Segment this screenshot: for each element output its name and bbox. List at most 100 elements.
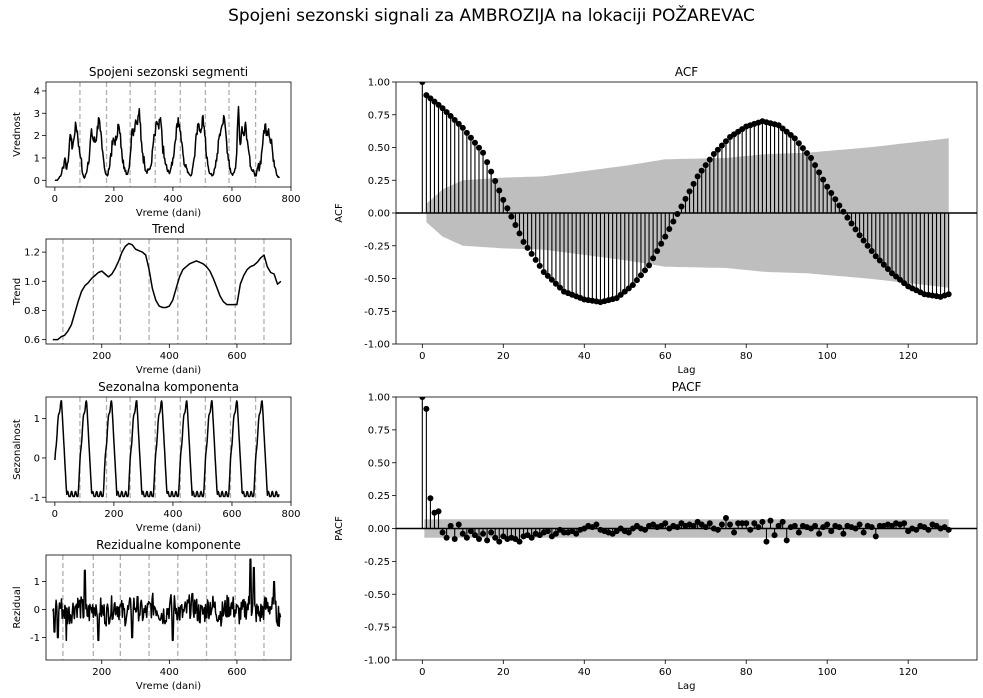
y-tick-label: 4 bbox=[34, 86, 40, 97]
acf-point bbox=[455, 120, 462, 127]
acf-point bbox=[504, 205, 511, 212]
pacf-point bbox=[872, 533, 879, 540]
y-axis-label: Rezidual bbox=[12, 586, 23, 628]
acf-point bbox=[642, 267, 648, 274]
acf-point bbox=[694, 173, 701, 180]
acf-point bbox=[467, 134, 474, 141]
pacf-point bbox=[706, 520, 713, 527]
pacf-point bbox=[945, 526, 952, 533]
y-axis-label: Sezonalnost bbox=[12, 419, 23, 480]
x-tick-label: 600 bbox=[222, 509, 241, 520]
y-tick-label: -0.25 bbox=[364, 557, 390, 568]
y-tick-label: 1.0 bbox=[24, 277, 40, 288]
acf-point bbox=[646, 262, 653, 269]
pacf-point bbox=[573, 530, 580, 537]
acf-point bbox=[791, 135, 798, 142]
x-tick-label: 120 bbox=[899, 351, 918, 362]
axes-frame bbox=[45, 554, 292, 661]
y-tick-label: 0 bbox=[34, 176, 40, 187]
x-tick-label: 0 bbox=[52, 509, 58, 520]
plot-area bbox=[52, 239, 282, 344]
y-tick-label: 0.50 bbox=[368, 458, 390, 469]
axes-frame bbox=[45, 81, 292, 188]
pacf-point bbox=[901, 520, 908, 527]
x-tick-label: 600 bbox=[227, 667, 246, 678]
x-axis-label: Vreme (dani) bbox=[136, 681, 201, 692]
acf-point bbox=[532, 256, 539, 263]
x-axis-label: Vreme (dani) bbox=[136, 365, 201, 376]
subplot-title: Trend bbox=[151, 222, 185, 236]
pacf-point bbox=[718, 521, 725, 528]
pacf-point bbox=[828, 528, 835, 535]
y-tick-label: 0.00 bbox=[368, 524, 390, 535]
acf-point bbox=[439, 105, 446, 112]
subplot-pacf: 0 20 40 60 80 100 120 -1.00 -0.75 -0.50 -0.25 0.00 0… bbox=[334, 380, 978, 692]
y-tick-label: 1 bbox=[34, 153, 40, 164]
acf-point bbox=[625, 285, 632, 292]
figure-title: Spojeni sezonski signali za AMBROZIJA na… bbox=[228, 6, 755, 26]
acf-point bbox=[864, 242, 871, 249]
pacf-point bbox=[824, 521, 831, 528]
acf-point bbox=[799, 145, 806, 152]
acf-point bbox=[808, 154, 814, 161]
pacf-point bbox=[751, 520, 758, 527]
pacf-point bbox=[625, 529, 632, 536]
acf-point bbox=[471, 139, 478, 146]
pacf-point bbox=[771, 532, 778, 539]
pacf-point bbox=[836, 524, 843, 531]
acf-point bbox=[463, 129, 470, 136]
pacf-point bbox=[925, 526, 932, 533]
acf-point bbox=[492, 178, 499, 185]
acf-point bbox=[427, 95, 434, 102]
y-tick-label: 1.00 bbox=[368, 393, 390, 404]
acf-point bbox=[783, 128, 790, 135]
acf-point bbox=[662, 233, 669, 240]
y-tick-label: 0.50 bbox=[368, 143, 390, 154]
x-tick-label: 800 bbox=[281, 509, 300, 520]
acf-point bbox=[710, 151, 717, 158]
pacf-point bbox=[419, 397, 426, 400]
acf-point bbox=[666, 226, 673, 233]
x-axis-label: Lag bbox=[677, 681, 695, 692]
pacf-point bbox=[759, 518, 766, 525]
x-tick-label: 400 bbox=[163, 194, 182, 205]
x-tick-label: 80 bbox=[740, 667, 753, 678]
y-tick-label: 0.25 bbox=[368, 491, 390, 502]
y-tick-label: 0.75 bbox=[368, 425, 390, 436]
y-tick-label: 0.25 bbox=[368, 176, 390, 187]
pacf-point bbox=[856, 521, 863, 528]
pacf-point bbox=[492, 534, 499, 541]
y-tick-label: 3 bbox=[34, 109, 40, 120]
pacf-point bbox=[471, 532, 478, 539]
subplot-rezidualne-komponente: 200 400 600 -1 0 1 Rezidualne komponente Vreme … bbox=[12, 538, 292, 692]
y-tick-label: -1 bbox=[30, 633, 40, 644]
y-tick-label: 2 bbox=[34, 131, 40, 142]
acf-point bbox=[787, 132, 794, 139]
acf-point bbox=[496, 187, 503, 194]
pacf-point bbox=[816, 530, 823, 537]
pacf-point bbox=[812, 522, 819, 529]
acf-point bbox=[459, 124, 466, 131]
x-tick-label: 60 bbox=[659, 351, 672, 362]
y-tick-label: 1 bbox=[34, 414, 40, 425]
x-tick-label: 120 bbox=[899, 667, 918, 678]
x-tick-label: 200 bbox=[104, 194, 123, 205]
y-axis-label: ACF bbox=[334, 203, 345, 223]
acf-point bbox=[682, 195, 689, 202]
x-tick-label: 400 bbox=[160, 351, 179, 362]
pacf-point bbox=[852, 525, 859, 532]
acf-point bbox=[779, 125, 786, 132]
acf-point bbox=[613, 295, 620, 302]
x-tick-label: 40 bbox=[578, 667, 591, 678]
x-tick-label: 0 bbox=[419, 351, 425, 362]
x-tick-label: 0 bbox=[52, 194, 58, 205]
axes-frame bbox=[45, 396, 292, 503]
acf-point bbox=[678, 203, 685, 210]
acf-point bbox=[872, 253, 879, 260]
acf-point bbox=[856, 232, 863, 239]
acf-point bbox=[828, 190, 835, 197]
pacf-point bbox=[722, 514, 729, 521]
acf-point bbox=[897, 276, 904, 283]
subplot-title: Spojeni sezonski segmenti bbox=[89, 65, 248, 79]
x-tick-label: 80 bbox=[740, 351, 753, 362]
